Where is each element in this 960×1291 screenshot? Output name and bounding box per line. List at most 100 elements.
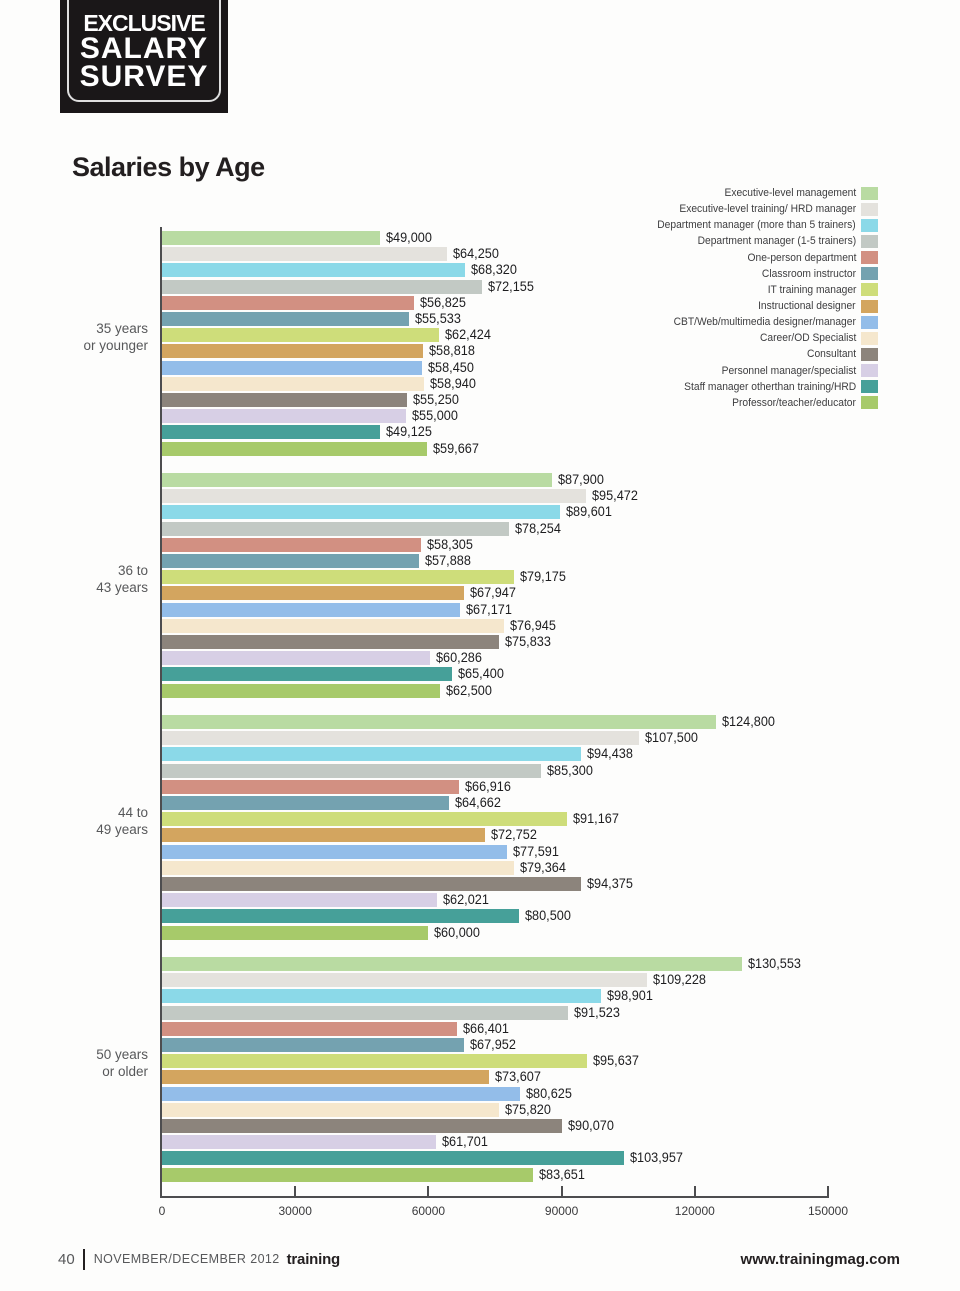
- salary-bar: [162, 602, 461, 617]
- salary-value-label: $67,947: [469, 585, 516, 601]
- salary-bar: [162, 715, 717, 729]
- salary-bar: [162, 312, 409, 326]
- salary-value-label: $83,651: [539, 1166, 586, 1182]
- x-axis-tick: [427, 1186, 430, 1196]
- salary-value-label: $87,900: [558, 472, 605, 487]
- salary-value-label: $67,171: [466, 601, 513, 617]
- salary-value-label: $66,401: [462, 1020, 509, 1036]
- salary-value-label: $58,818: [429, 343, 476, 359]
- salary-value-label: $62,424: [445, 327, 492, 343]
- badge-line-survey: SURVEY: [79, 60, 209, 93]
- salary-value-label: $60,000: [434, 924, 481, 940]
- legend-swatch: [861, 186, 878, 200]
- legend-label: IT training manager: [767, 283, 856, 296]
- salary-bar: [162, 667, 453, 682]
- salary-bar: [162, 344, 424, 359]
- salary-bar: [162, 1151, 624, 1166]
- legend-label: Personnel manager/specialist: [721, 364, 856, 377]
- salary-bar: [162, 537, 421, 552]
- salary-value-label: $78,254: [515, 520, 562, 536]
- chart-title: Salaries by Age: [72, 152, 265, 182]
- salary-bar: [162, 231, 380, 245]
- legend-row: IT training manager: [649, 282, 878, 298]
- salary-value-label: $79,175: [519, 569, 566, 585]
- age-group-label: 50 years or older: [42, 1046, 148, 1080]
- salary-bar: [162, 521, 510, 536]
- legend-row: Department manager (1-5 trainers): [649, 233, 878, 249]
- salary-value-label: $109,228: [652, 972, 706, 988]
- x-axis-tick-label: 120000: [674, 1204, 715, 1218]
- salary-bar: [162, 877, 582, 891]
- salary-bar: [162, 473, 553, 487]
- salary-value-label: $79,364: [520, 859, 567, 875]
- salary-value-label: $75,833: [504, 634, 551, 649]
- salary-bar: [162, 425, 381, 440]
- age-group-label-line: 35 years: [96, 321, 148, 336]
- salary-value-label: $64,662: [455, 795, 501, 810]
- legend-row: Staff manager otherthan training/HRD: [649, 379, 878, 395]
- salary-value-label: $55,250: [413, 392, 460, 407]
- salary-bar: [162, 441, 427, 456]
- salary-bar: [162, 570, 514, 585]
- salary-bar: [162, 796, 450, 810]
- salary-bar: [162, 279, 483, 294]
- y-axis-line: [160, 227, 162, 1198]
- age-group-label: 44 to 49 years: [42, 804, 148, 838]
- legend-swatch: [861, 347, 878, 361]
- salary-bar: [162, 860, 515, 875]
- legend-label: Executive-level training/ HRD manager: [679, 203, 856, 216]
- salary-bar: [162, 1070, 489, 1085]
- age-group-label-line: or younger: [83, 338, 148, 353]
- legend-swatch: [861, 299, 878, 313]
- legend-label: Staff manager otherthan training/HRD: [683, 380, 856, 393]
- salary-value-label: $80,625: [525, 1085, 572, 1101]
- legend-row: One-person department: [649, 250, 878, 266]
- salary-bar: [162, 779, 460, 794]
- salary-value-label: $94,438: [587, 746, 634, 762]
- legend-swatch: [861, 331, 878, 345]
- legend-label: Department manager (more than 5 trainers…: [657, 219, 856, 232]
- page-number: 40: [58, 1250, 75, 1268]
- salary-bar: [162, 763, 541, 778]
- salary-bar: [162, 489, 586, 504]
- legend-swatch: [861, 380, 878, 394]
- salary-value-label: $64,250: [453, 246, 500, 262]
- legend-label: Professor/teacher/educator: [732, 396, 856, 409]
- legend-row: Classroom instructor: [649, 266, 878, 282]
- age-group-label-line: 44 to: [117, 805, 148, 820]
- salary-value-label: $124,800: [722, 714, 776, 729]
- legend-row: Instructional designer: [649, 298, 878, 314]
- badge-frame: [67, 0, 221, 102]
- salary-value-label: $58,305: [426, 536, 473, 552]
- legend-swatch: [861, 364, 878, 378]
- salary-bar: [162, 618, 504, 633]
- age-group-label-line: 36 to: [117, 563, 148, 578]
- footer-website: www.trainingmag.com: [740, 1250, 900, 1268]
- legend-row: Department manager (more than 5 trainers…: [649, 217, 878, 233]
- legend-label: Career/OD Specialist: [759, 332, 856, 345]
- salary-value-label: $59,667: [432, 440, 479, 456]
- salary-bar: [162, 1038, 464, 1052]
- salary-bar: [162, 1021, 457, 1036]
- salary-value-label: $67,952: [469, 1037, 516, 1052]
- salary-bar: [162, 973, 647, 988]
- salary-value-label: $107,500: [645, 730, 699, 746]
- legend-row: Executive-level training/ HRD manager: [649, 201, 878, 217]
- legend-row: Career/OD Specialist: [649, 330, 878, 346]
- salary-value-label: $75,820: [504, 1101, 551, 1117]
- x-axis-tick-label: 30000: [278, 1204, 312, 1218]
- salary-value-label: $80,500: [525, 908, 572, 924]
- salary-bar: [162, 844, 507, 859]
- salary-bar: [162, 1135, 436, 1150]
- salary-bar: [162, 925, 429, 940]
- salary-bar: [162, 393, 408, 407]
- salary-value-label: $89,601: [565, 504, 612, 520]
- salary-value-label: $103,957: [629, 1150, 683, 1166]
- x-axis-tick-label: 60000: [411, 1204, 446, 1218]
- salary-bar: [162, 812, 567, 827]
- salary-bar: [162, 893, 438, 908]
- salary-bar: [162, 651, 430, 666]
- legend-swatch: [861, 234, 878, 248]
- legend-label: Department manager (1-5 trainers): [697, 235, 856, 248]
- age-group-label: 35 years or younger: [42, 320, 148, 354]
